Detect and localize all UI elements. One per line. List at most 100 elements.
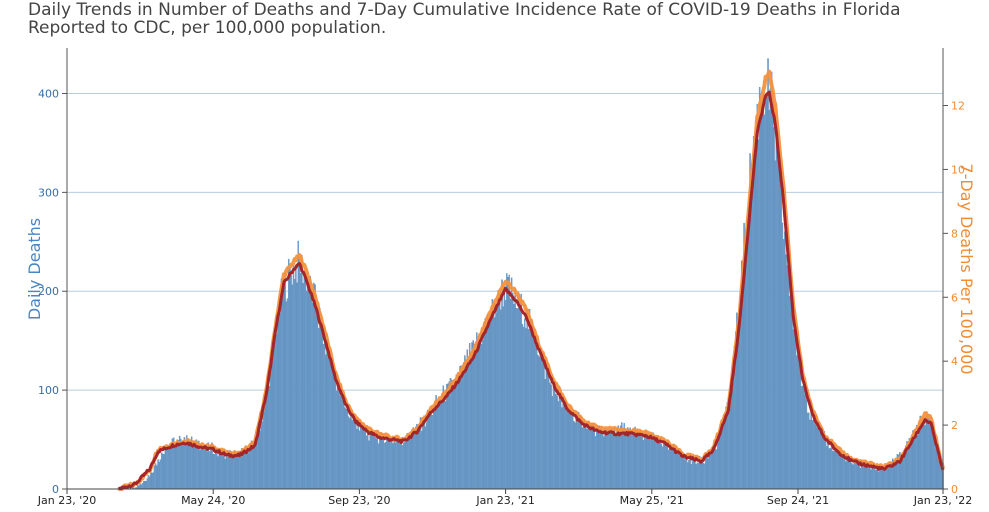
daily-deaths-bar	[386, 437, 388, 490]
daily-deaths-bar	[524, 318, 526, 490]
daily-deaths-bar	[158, 461, 160, 490]
daily-deaths-bar	[792, 329, 794, 490]
daily-deaths-bar	[806, 412, 809, 490]
x-tick-label: Jan 23, '22	[913, 494, 972, 507]
daily-deaths-bar	[532, 328, 534, 490]
daily-deaths-bar	[362, 426, 364, 490]
daily-deaths-bar	[829, 448, 832, 490]
daily-deaths-bar	[521, 323, 524, 490]
daily-deaths-bar	[785, 254, 787, 490]
daily-deaths-bar	[636, 431, 639, 490]
daily-deaths-bar	[534, 344, 537, 490]
daily-deaths-bar	[587, 427, 590, 490]
daily-deaths-bar	[333, 374, 335, 490]
y-right-tick-label: 10	[951, 163, 965, 176]
daily-deaths-bar	[766, 92, 768, 490]
daily-deaths-bar	[501, 279, 503, 490]
daily-deaths-bar	[527, 329, 530, 490]
daily-deaths-bar	[292, 264, 295, 490]
daily-deaths-bar	[219, 452, 222, 490]
daily-deaths-bar	[748, 219, 750, 490]
daily-deaths-bar	[267, 377, 270, 490]
daily-deaths-bar	[707, 458, 709, 490]
daily-deaths-bar	[598, 425, 600, 490]
daily-deaths-bar	[798, 356, 800, 490]
daily-deaths-bar	[767, 58, 769, 490]
daily-deaths-bar	[924, 425, 926, 490]
daily-deaths-bar	[232, 453, 235, 490]
daily-deaths-bar	[551, 395, 554, 490]
daily-deaths-bar	[399, 441, 401, 490]
daily-deaths-bar	[478, 337, 480, 490]
seven-day-average-line	[117, 90, 945, 491]
daily-deaths-bar	[351, 420, 353, 490]
daily-deaths-bar	[217, 456, 219, 490]
daily-deaths-bar	[513, 303, 515, 490]
daily-deaths-bar	[479, 332, 482, 490]
daily-deaths-bar	[787, 256, 790, 490]
daily-deaths-bar	[508, 274, 510, 490]
daily-deaths-bar	[615, 434, 617, 490]
daily-deaths-bar	[302, 283, 304, 490]
daily-deaths-bar	[794, 337, 797, 490]
daily-deaths-bar	[206, 451, 208, 490]
daily-deaths-bar	[659, 437, 661, 490]
daily-deaths-bar	[875, 470, 877, 490]
daily-deaths-bar	[583, 426, 586, 490]
daily-deaths-bar	[394, 442, 397, 490]
daily-deaths-bar	[754, 134, 756, 490]
daily-deaths-bar	[471, 342, 473, 490]
daily-deaths-bar	[788, 295, 791, 490]
daily-deaths-bar	[815, 414, 817, 490]
daily-deaths-bar	[526, 308, 528, 490]
daily-deaths-bar	[654, 440, 657, 490]
daily-deaths-bar	[818, 429, 821, 490]
daily-deaths-bar	[420, 430, 423, 490]
daily-deaths-bar	[552, 382, 555, 490]
daily-deaths-bar	[854, 462, 857, 490]
daily-deaths-bar	[926, 414, 929, 490]
daily-deaths-bar	[359, 424, 362, 490]
daily-deaths-bar	[407, 433, 410, 490]
daily-deaths-bar	[352, 415, 355, 490]
daily-deaths-bar	[687, 462, 689, 490]
daily-deaths-bar	[340, 393, 343, 490]
daily-deaths-bar	[196, 446, 199, 490]
daily-deaths-bar	[676, 448, 678, 490]
daily-deaths-bar	[323, 327, 326, 490]
daily-deaths-bar	[563, 400, 566, 490]
daily-deaths-bar	[436, 407, 439, 490]
daily-deaths-bar	[391, 439, 393, 490]
daily-deaths-bar	[361, 426, 363, 490]
daily-deaths-bar	[932, 435, 935, 490]
daily-deaths-bar	[515, 308, 518, 490]
daily-deaths-bar	[866, 465, 869, 490]
y-axis-left-label: Daily Deaths	[25, 218, 44, 320]
daily-deaths-bar	[201, 447, 204, 490]
daily-deaths-bar	[409, 435, 411, 490]
daily-deaths-bar	[616, 428, 618, 490]
daily-deaths-bar	[486, 314, 489, 490]
daily-deaths-bar	[405, 438, 407, 490]
daily-deaths-bar	[533, 342, 536, 490]
daily-deaths-bar	[791, 314, 793, 490]
daily-deaths-bar	[418, 430, 421, 490]
daily-deaths-bar	[316, 316, 319, 490]
daily-deaths-bar	[284, 272, 286, 490]
daily-deaths-bar	[612, 428, 615, 490]
daily-deaths-bar	[310, 288, 313, 490]
daily-deaths-bar	[685, 458, 688, 490]
daily-deaths-bar	[542, 352, 544, 490]
daily-deaths-bar	[460, 365, 462, 490]
daily-deaths-bar	[277, 319, 279, 490]
x-tick-label: Jan 23, '21	[475, 494, 534, 507]
daily-deaths-bar	[339, 395, 341, 490]
daily-deaths-bar	[385, 442, 387, 490]
daily-deaths-bar	[237, 454, 240, 490]
daily-deaths-bar	[713, 449, 715, 490]
daily-deaths-bar	[285, 301, 288, 490]
daily-deaths-bar	[240, 452, 242, 490]
daily-deaths-bar	[375, 438, 377, 490]
daily-deaths-bar	[345, 409, 347, 490]
daily-deaths-bar	[374, 436, 376, 490]
